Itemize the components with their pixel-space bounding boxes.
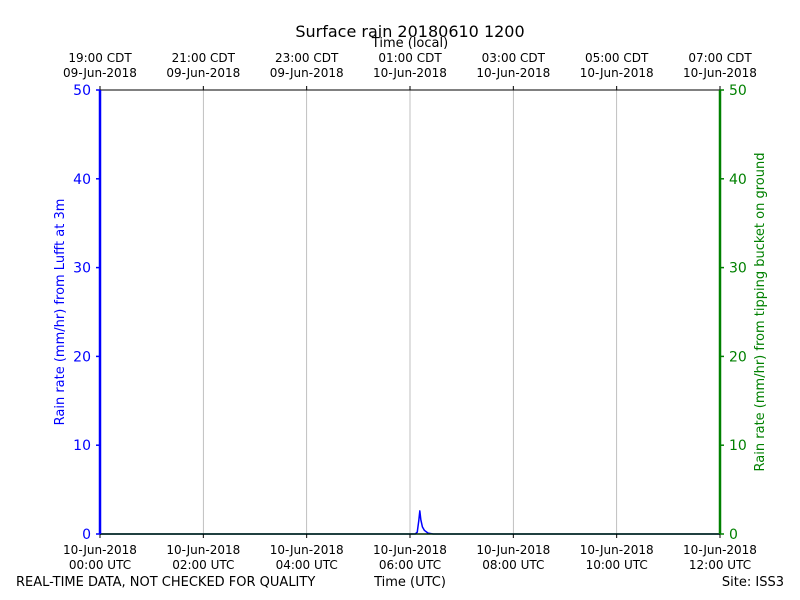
chart-title: Surface rain 20180610 1200 [295,22,524,41]
y2-tick-label: 20 [729,349,747,365]
x-tick-label-date: 10-Jun-2018 [373,543,447,557]
x2-tick-label-date: 10-Jun-2018 [580,66,654,80]
x-tick-label-time: 02:00 UTC [172,558,234,572]
x-tick-label-time: 00:00 UTC [69,558,131,572]
left-axis-label: Rain rate (mm/hr) from Lufft at 3m [53,199,68,426]
x-tick-label-date: 10-Jun-2018 [476,543,550,557]
x2-tick-label-date: 10-Jun-2018 [683,66,757,80]
x-tick-label-time: 10:00 UTC [586,558,648,572]
x-tick-label-date: 10-Jun-2018 [63,543,137,557]
x2-tick-label-date: 10-Jun-2018 [476,66,550,80]
x2-tick-label-date: 09-Jun-2018 [166,66,240,80]
y-tick-label: 50 [73,83,91,99]
y-tick-label: 20 [73,349,91,365]
x2-tick-label-date: 09-Jun-2018 [63,66,137,80]
x2-tick-label-time: 23:00 CDT [275,51,339,65]
y-tick-label: 30 [73,261,91,277]
x-tick-label-time: 06:00 UTC [379,558,441,572]
x-tick-label-date: 10-Jun-2018 [166,543,240,557]
x-tick-label-time: 04:00 UTC [276,558,338,572]
y2-tick-label: 50 [729,83,747,99]
x2-tick-label-time: 01:00 CDT [378,51,442,65]
x-tick-label-date: 10-Jun-2018 [580,543,654,557]
x2-tick-label-time: 07:00 CDT [688,51,752,65]
bottom-axis-label: Time (UTC) [374,575,446,590]
right-axis-label: Rain rate (mm/hr) from tipping bucket on… [753,153,768,472]
quality-disclaimer: REAL-TIME DATA, NOT CHECKED FOR QUALITY [16,575,316,590]
y-tick-label: 0 [82,527,91,543]
top-axis-label: Time (local) [371,36,448,51]
y2-tick-label: 0 [729,527,738,543]
x2-tick-label-time: 21:00 CDT [172,51,236,65]
site-label: Site: ISS3 [721,575,784,590]
x2-tick-label-time: 03:00 CDT [482,51,546,65]
x2-tick-label-date: 09-Jun-2018 [270,66,344,80]
y-tick-label: 40 [73,172,91,188]
y2-tick-label: 40 [729,172,747,188]
x-tick-label-time: 12:00 UTC [689,558,751,572]
y-tick-label: 10 [73,438,91,454]
grid-lines [99,90,721,534]
x-tick-label-date: 10-Jun-2018 [270,543,344,557]
y2-tick-label: 30 [729,261,747,277]
x2-tick-label-time: 19:00 CDT [68,51,132,65]
x2-tick-label-date: 10-Jun-2018 [373,66,447,80]
x-tick-label-time: 08:00 UTC [482,558,544,572]
x2-tick-label-time: 05:00 CDT [585,51,649,65]
y2-tick-label: 10 [729,438,747,454]
x-tick-label-date: 10-Jun-2018 [683,543,757,557]
